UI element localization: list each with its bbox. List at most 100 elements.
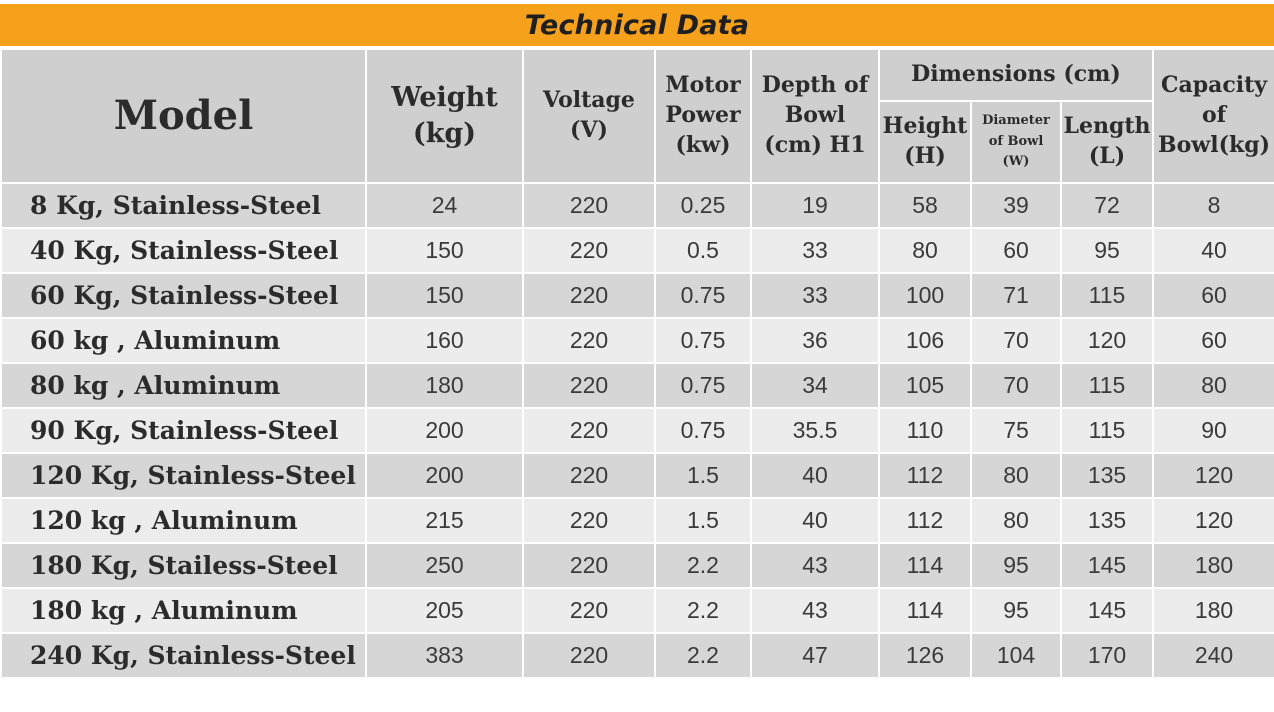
cell-power: 0.75 xyxy=(654,362,752,409)
cell-weight: 205 xyxy=(365,587,524,634)
header-depth: Depth of Bowl (cm) H1 xyxy=(750,48,880,184)
cell-height: 110 xyxy=(878,407,972,454)
header-weight: Weight (kg) xyxy=(365,48,524,184)
cell-height: 80 xyxy=(878,227,972,274)
table-title: Technical Data xyxy=(524,9,750,41)
header-height-line1: Height xyxy=(882,113,968,140)
header-capacity-line1: Capacity xyxy=(1160,72,1268,99)
header-length: Length (L) xyxy=(1059,100,1155,184)
cell-weight: 383 xyxy=(365,632,524,679)
cell-power: 2.2 xyxy=(654,587,752,634)
cell-power: 0.75 xyxy=(654,407,752,454)
cell-voltage: 220 xyxy=(522,452,656,499)
cell-model: 90 Kg, Stainless-Steel xyxy=(0,407,367,454)
header-capacity-line3: Bowl(kg) xyxy=(1158,131,1271,158)
cell-height: 58 xyxy=(878,182,972,229)
header-depth-line2: Bowl xyxy=(784,102,846,129)
cell-voltage: 220 xyxy=(522,407,656,454)
cell-capacity: 180 xyxy=(1152,542,1274,589)
cell-length: 120 xyxy=(1059,317,1155,364)
cell-voltage: 220 xyxy=(522,317,656,364)
header-motor-power-line1: Motor xyxy=(665,72,741,99)
cell-height: 114 xyxy=(878,587,972,634)
cell-length: 95 xyxy=(1059,227,1155,274)
cell-depth: 43 xyxy=(750,587,880,634)
cell-voltage: 220 xyxy=(522,632,656,679)
header-motor-power-line3: (kw) xyxy=(675,131,731,158)
cell-height: 112 xyxy=(878,497,972,544)
cell-voltage: 220 xyxy=(522,227,656,274)
cell-length: 115 xyxy=(1059,407,1155,454)
cell-depth: 43 xyxy=(750,542,880,589)
cell-depth: 35.5 xyxy=(750,407,880,454)
header-voltage-line1: Voltage xyxy=(543,87,635,114)
header-length-line1: Length xyxy=(1063,113,1151,140)
cell-power: 1.5 xyxy=(654,452,752,499)
title-bar: Technical Data xyxy=(0,4,1274,46)
header-voltage-line2: (V) xyxy=(570,117,608,143)
cell-depth: 19 xyxy=(750,182,880,229)
table-row: 120 kg , Aluminum 215 220 1.5 40 112 80 135 120 xyxy=(0,497,1274,544)
cell-voltage: 220 xyxy=(522,182,656,229)
table-row: 60 Kg, Stainless-Steel 150 220 0.75 33 100 71 1… xyxy=(0,272,1274,319)
header-diameter-line2: of Bowl xyxy=(988,133,1044,149)
cell-model: 180 kg , Aluminum xyxy=(0,587,367,634)
cell-height: 114 xyxy=(878,542,972,589)
cell-weight: 160 xyxy=(365,317,524,364)
cell-length: 72 xyxy=(1059,182,1155,229)
cell-diameter: 70 xyxy=(970,317,1062,364)
cell-weight: 150 xyxy=(365,272,524,319)
cell-capacity: 240 xyxy=(1152,632,1274,679)
cell-depth: 33 xyxy=(750,272,880,319)
cell-power: 2.2 xyxy=(654,542,752,589)
cell-capacity: 180 xyxy=(1152,587,1274,634)
cell-depth: 36 xyxy=(750,317,880,364)
header-dimensions: Dimensions (cm) xyxy=(877,48,1155,102)
header-diameter: Diameter of Bowl (W) xyxy=(970,100,1062,184)
cell-model: 180 Kg, Stailess-Steel xyxy=(0,542,367,589)
cell-capacity: 120 xyxy=(1152,452,1274,499)
cell-length: 135 xyxy=(1059,452,1155,499)
cell-length: 135 xyxy=(1059,497,1155,544)
cell-model: 8 Kg, Stainless-Steel xyxy=(0,182,367,229)
cell-weight: 150 xyxy=(365,227,524,274)
cell-diameter: 75 xyxy=(970,407,1062,454)
cell-weight: 24 xyxy=(365,182,524,229)
header-capacity: Capacity of Bowl(kg) xyxy=(1152,48,1274,184)
cell-voltage: 220 xyxy=(522,272,656,319)
cell-depth: 40 xyxy=(750,452,880,499)
table-row: 60 kg , Aluminum 160 220 0.75 36 106 70 120 60 xyxy=(0,317,1274,364)
table-row: 80 kg , Aluminum 180 220 0.75 34 105 70 115 80 xyxy=(0,362,1274,409)
cell-depth: 47 xyxy=(750,632,880,679)
cell-depth: 40 xyxy=(750,497,880,544)
cell-model: 120 Kg, Stainless-Steel xyxy=(0,452,367,499)
cell-height: 112 xyxy=(878,452,972,499)
cell-height: 126 xyxy=(878,632,972,679)
cell-length: 145 xyxy=(1059,587,1155,634)
cell-diameter: 71 xyxy=(970,272,1062,319)
cell-diameter: 60 xyxy=(970,227,1062,274)
cell-diameter: 80 xyxy=(970,497,1062,544)
cell-power: 2.2 xyxy=(654,632,752,679)
table-row: 90 Kg, Stainless-Steel 200 220 0.75 35.5 110 7… xyxy=(0,407,1274,454)
cell-diameter: 104 xyxy=(970,632,1062,679)
cell-voltage: 220 xyxy=(522,587,656,634)
table-body: 8 Kg, Stainless-Steel 24 220 0.25 19 58 39 72 8 4… xyxy=(0,182,1274,679)
header-motor-power-line2: Power xyxy=(665,102,741,129)
cell-model: 60 Kg, Stainless-Steel xyxy=(0,272,367,319)
header-motor-power: Motor Power (kw) xyxy=(654,48,752,184)
cell-capacity: 80 xyxy=(1152,362,1274,409)
cell-voltage: 220 xyxy=(522,362,656,409)
table-row: 40 Kg, Stainless-Steel 150 220 0.5 33 80 60 95 4… xyxy=(0,227,1274,274)
cell-height: 100 xyxy=(878,272,972,319)
cell-diameter: 70 xyxy=(970,362,1062,409)
header-height: Height (H) xyxy=(878,100,972,184)
cell-power: 0.5 xyxy=(654,227,752,274)
cell-height: 105 xyxy=(878,362,972,409)
cell-capacity: 40 xyxy=(1152,227,1274,274)
header-depth-line1: Depth of xyxy=(761,72,869,99)
header-diameter-line3: (W) xyxy=(1002,154,1030,170)
header-diameter-line1: Diameter xyxy=(982,112,1050,128)
cell-model: 240 Kg, Stainless-Steel xyxy=(0,632,367,679)
cell-model: 60 kg , Aluminum xyxy=(0,317,367,364)
